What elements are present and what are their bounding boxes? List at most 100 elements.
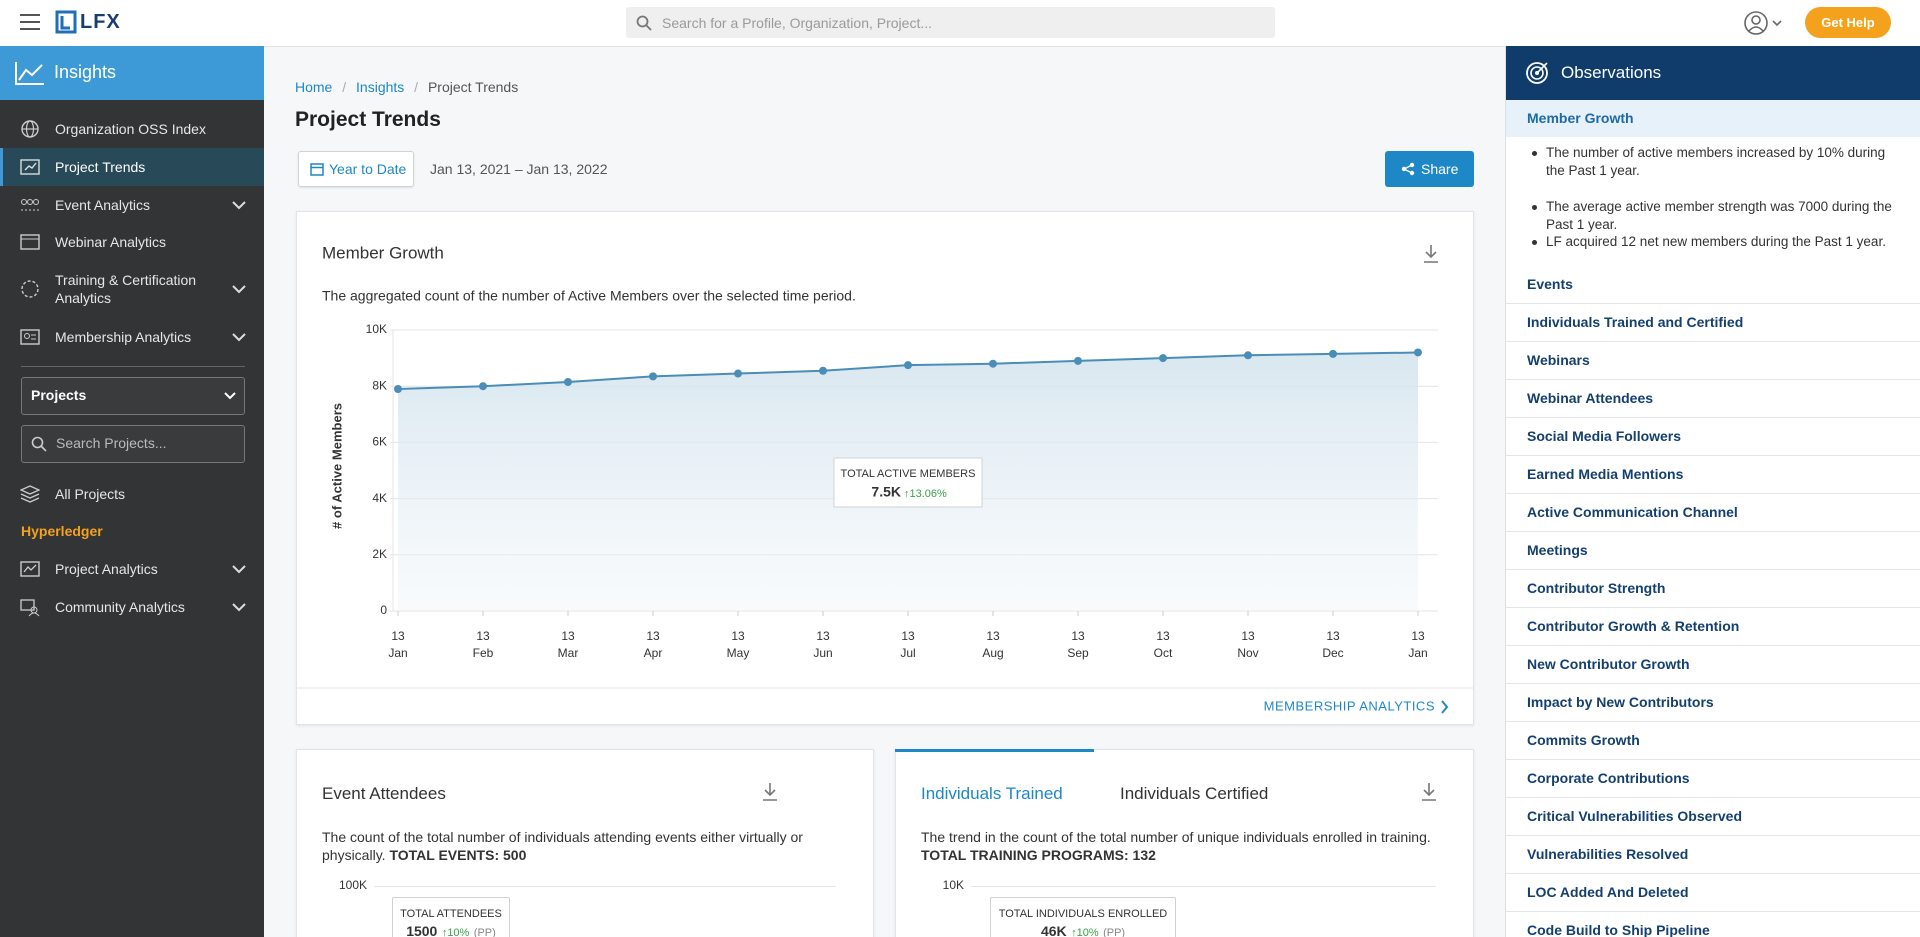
x-tick-label: Jul [900, 646, 915, 660]
point [1244, 351, 1252, 360]
nav-item-active[interactable]: Project Trends [0, 148, 264, 186]
observation-label: Critical Vulnerabilities Observed [1527, 808, 1743, 824]
x-tick-label: 13 [476, 629, 490, 643]
y-axis-title: # of Active Members [329, 403, 344, 529]
menu-icon[interactable] [20, 13, 40, 31]
breadcrumb-current: Project Trends [427, 79, 519, 95]
observation-item[interactable]: Commits Growth [1506, 722, 1920, 760]
summary-box: TOTAL INDIVIDUALS ENROLLED 46K ↑10% (PP) [990, 897, 1176, 937]
summary-box: TOTAL ATTENDEES 1500 ↑10% (PP) [392, 897, 510, 937]
breadcrumb: Home / Insights / Project Trends [295, 79, 518, 95]
annotation-value: 7.5K [871, 484, 901, 500]
y-tick-label: 10K [366, 322, 387, 336]
nav-item[interactable]: Training & Certification Analytics [0, 264, 264, 314]
observation-item[interactable]: Corporate Contributions [1506, 760, 1920, 798]
observation-item[interactable]: Impact by New Contributors [1506, 684, 1920, 722]
nav-label: Community Analytics [55, 599, 185, 615]
expand-chevron[interactable] [232, 284, 246, 294]
observation-item[interactable]: Code Build to Ship Pipeline [1506, 912, 1920, 937]
point [989, 359, 997, 368]
observations-title: Observations [1561, 63, 1662, 82]
y-tick-label: 6K [372, 435, 387, 449]
tab-active[interactable]: Individuals Trained [921, 784, 1063, 803]
point [1329, 349, 1337, 358]
description-text: The trend in the count of the total numb… [921, 829, 1431, 845]
nav-label: Event Analytics [55, 197, 150, 213]
nav-item[interactable]: All Projects [0, 475, 264, 513]
help-button[interactable]: Get Help [1805, 7, 1891, 38]
nav-item[interactable]: Webinar Analytics [0, 223, 264, 261]
expand-chevron[interactable] [232, 602, 246, 612]
description-total: TOTAL EVENTS: 500 [389, 847, 527, 863]
observation-item[interactable]: Meetings [1506, 532, 1920, 570]
y-tick-label: 8K [372, 378, 387, 392]
nav-label: Membership Analytics [55, 329, 192, 345]
expand-chevron[interactable] [232, 332, 246, 342]
observation-item[interactable]: Critical Vulnerabilities Observed [1506, 798, 1920, 836]
chart-card: Individuals Trained Individuals Certifie… [895, 749, 1474, 937]
download-icon[interactable] [762, 783, 778, 803]
box-change: ↑10% [1071, 927, 1099, 937]
date-button-label: Year to Date [329, 161, 407, 177]
nav-label: Webinar Analytics [55, 234, 167, 250]
x-tick-label: 13 [731, 629, 745, 643]
observation-item[interactable]: New Contributor Growth [1506, 646, 1920, 684]
project-search[interactable]: Search Projects... [21, 425, 245, 463]
date-range: Jan 13, 2021 – Jan 13, 2022 [430, 161, 608, 177]
x-tick-label: 13 [901, 629, 915, 643]
date-button[interactable]: Year to Date [298, 151, 414, 187]
observation-label: Impact by New Contributors [1527, 694, 1714, 710]
nav-item[interactable]: Event Analytics [0, 186, 264, 224]
user-menu[interactable] [1744, 10, 1784, 36]
sidebar: Insights Organization OSS Index Project … [0, 46, 264, 937]
observation-item[interactable]: Webinar Attendees [1506, 380, 1920, 418]
projects-select[interactable]: Projects [21, 377, 245, 415]
share-button[interactable]: Share [1385, 151, 1474, 187]
nav-icon [21, 280, 39, 298]
observation-item[interactable]: Active Communication Channel [1506, 494, 1920, 532]
search-placeholder: Search for a Profile, Organization, Proj… [662, 15, 933, 31]
y-tick-label: 100K [338, 878, 367, 892]
page-title: Project Trends [295, 108, 441, 131]
nav-item[interactable]: Membership Analytics [0, 318, 264, 356]
observation-item[interactable]: Webinars [1506, 342, 1920, 380]
nav-item[interactable]: Community Analytics [0, 588, 264, 626]
nav-item[interactable]: Project Analytics [0, 550, 264, 588]
nav-icon [21, 199, 39, 211]
observation-item[interactable]: Contributor Growth & Retention [1506, 608, 1920, 646]
box-note: (PP) [473, 927, 496, 937]
observation-label: Vulnerabilities Resolved [1527, 846, 1689, 862]
breadcrumb-link[interactable]: Home [295, 79, 333, 95]
nav-icon [20, 561, 40, 577]
observation-item[interactable]: Vulnerabilities Resolved [1506, 836, 1920, 874]
observation-item[interactable]: Earned Media Mentions [1506, 456, 1920, 494]
expand-chevron[interactable] [232, 564, 246, 574]
link-chevron[interactable] [1441, 700, 1449, 714]
sidebar-header: Insights [0, 46, 264, 100]
nav-item[interactable]: Organization OSS Index [0, 110, 264, 148]
x-tick-label: Dec [1322, 646, 1343, 660]
breadcrumb-link[interactable]: Insights [356, 79, 405, 95]
observation-item[interactable]: LOC Added And Deleted [1506, 874, 1920, 912]
point [1159, 354, 1167, 363]
observation-item[interactable]: Events [1506, 266, 1920, 304]
point [1074, 356, 1082, 365]
observation-item[interactable]: Contributor Strength [1506, 570, 1920, 608]
tab[interactable]: Individuals Certified [1120, 784, 1269, 803]
chart-link[interactable]: MEMBERSHIP ANALYTICS [1264, 698, 1435, 713]
observation-label: Social Media Followers [1527, 428, 1682, 444]
expand-chevron[interactable] [232, 200, 246, 210]
bullet-dot [1532, 205, 1537, 210]
download-icon[interactable] [1424, 245, 1438, 263]
download-icon[interactable] [1421, 783, 1437, 803]
search-box[interactable]: Search for a Profile, Organization, Proj… [626, 7, 1275, 38]
logo-text[interactable]: LFX [80, 11, 121, 33]
y-tick-label: 0 [380, 603, 387, 617]
observation-active[interactable]: Member Growth [1506, 100, 1920, 137]
x-tick-label: 13 [561, 629, 575, 643]
x-tick-label: Feb [473, 646, 494, 660]
observation-item[interactable]: Social Media Followers [1506, 418, 1920, 456]
calendar-icon [310, 163, 324, 176]
observation-item[interactable]: Individuals Trained and Certified [1506, 304, 1920, 342]
